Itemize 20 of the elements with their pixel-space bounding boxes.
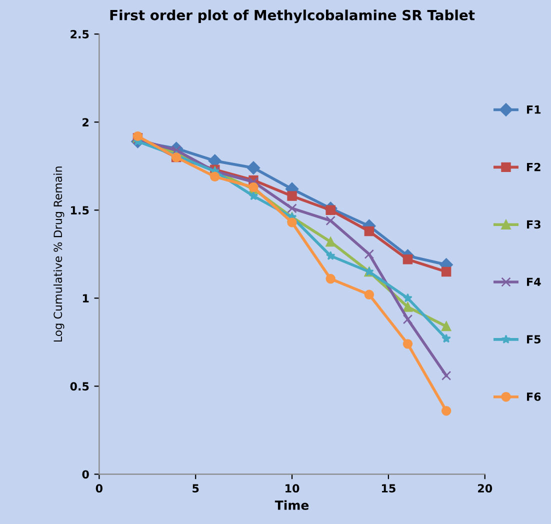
x-tick-label: 15	[382, 484, 396, 493]
y-tick-label: 0	[82, 470, 89, 479]
x-tick-label: 0	[96, 484, 103, 493]
legend-label: F5	[527, 335, 541, 344]
y-tick-label: 1.5	[71, 206, 89, 215]
legend-label: F2	[527, 162, 540, 172]
y-axis-title: Log Cumulative % Drug Remain	[53, 166, 64, 342]
chart-title: First order plot of Methylcobalamine SR Tablet	[110, 10, 475, 24]
y-tick-label: 1	[82, 294, 89, 302]
x-tick-label: 20	[478, 484, 492, 493]
x-tick-label: 10	[286, 484, 300, 493]
y-tick-label: 0.5	[70, 382, 89, 391]
x-tick-label: 5	[192, 484, 199, 493]
y-tick-label: 2.5	[70, 30, 89, 38]
legend-label: F6	[527, 392, 541, 401]
legend-label: F3	[527, 220, 540, 229]
legend-label: F4	[527, 278, 541, 286]
legend-label: F1	[527, 106, 541, 114]
x-axis-title: Time	[274, 500, 309, 510]
y-tick-label: 2	[82, 118, 88, 126]
